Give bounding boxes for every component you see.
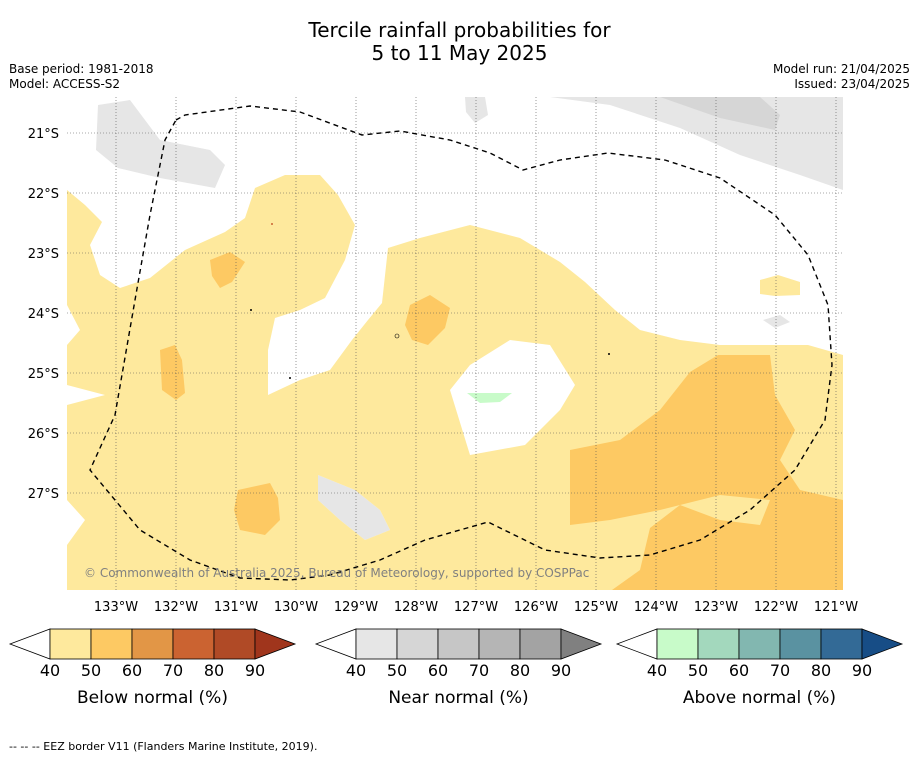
near-normal-region-small	[465, 97, 488, 123]
eez-border	[89, 105, 833, 581]
colorbar-segment	[437, 628, 480, 660]
lat-label: 27°S	[28, 487, 59, 502]
colorbar-tick: 70	[163, 661, 183, 680]
colorbar-tick: 60	[729, 661, 749, 680]
near-normal-region-nw	[96, 100, 225, 188]
meta-left: Base period: 1981-2018 Model: ACCESS-S2	[9, 62, 154, 92]
marker-dot	[608, 353, 610, 355]
colorbar-tick: 70	[770, 661, 790, 680]
colorbar-tick: 40	[647, 661, 667, 680]
below-normal-50-region-west	[210, 252, 245, 288]
base-period: Base period: 1981-2018	[9, 62, 154, 76]
colorbar-segment	[172, 628, 215, 660]
marker-ring	[394, 333, 400, 339]
longitude-labels: 133°W 132°W 131°W 130°W 129°W 128°W 127°…	[94, 600, 858, 615]
colorbar-extend-high	[560, 628, 603, 660]
model-run: Model run: 21/04/2025	[772, 62, 910, 76]
colorbar-extend-low	[615, 628, 658, 660]
colorbar-tick: 50	[81, 661, 101, 680]
latitude-labels: 21°S 22°S 23°S 24°S 25°S 26°S 27°S	[28, 127, 59, 502]
near-normal-region-east	[763, 315, 790, 328]
lat-label: 25°S	[28, 367, 59, 382]
lon-label: 123°W	[694, 600, 738, 615]
colorbar-tick: 70	[469, 661, 489, 680]
colorbar-segment	[478, 628, 521, 660]
colorbar-tick: 80	[811, 661, 831, 680]
colorbar-extend-high	[254, 628, 297, 660]
below-normal-50-region-south	[234, 483, 280, 535]
colorbar-tick: 90	[245, 661, 265, 680]
lon-label: 126°W	[514, 600, 558, 615]
title-line-2: 5 to 11 May 2025	[371, 41, 548, 65]
colorbar-2: 40 50 60 70 80 90 Above normal (%)	[615, 628, 904, 708]
lon-label: 131°W	[214, 600, 258, 615]
lat-label: 26°S	[28, 427, 59, 442]
lon-label: 127°W	[454, 600, 498, 615]
lon-label: 133°W	[94, 600, 138, 615]
colorbar-label: Near normal (%)	[388, 688, 528, 708]
colorbar-extend-low	[314, 628, 357, 660]
colorbar-tick: 60	[428, 661, 448, 680]
lon-label: 124°W	[634, 600, 678, 615]
lon-label: 128°W	[394, 600, 438, 615]
near-normal-region-ne-darker	[660, 97, 780, 130]
map-fill-layer	[67, 97, 843, 590]
lon-label: 129°W	[334, 600, 378, 615]
colorbar-segment	[49, 628, 92, 660]
colorbar-segment	[396, 628, 439, 660]
colorbar-label: Below normal (%)	[77, 688, 228, 708]
below-normal-50-region-southeast	[570, 355, 843, 590]
lat-label: 23°S	[28, 247, 59, 262]
near-normal-region-south	[318, 475, 390, 540]
marker-dot	[250, 309, 252, 311]
colorbar-tick: 60	[122, 661, 142, 680]
below-normal-50-region-left	[160, 345, 185, 400]
colorbar-extend-low	[8, 628, 51, 660]
colorbar-extend-high	[861, 628, 904, 660]
lat-label: 21°S	[28, 127, 59, 142]
graticule	[67, 97, 843, 590]
marker-dot	[271, 223, 273, 225]
lon-label: 130°W	[274, 600, 318, 615]
title-line-1: Tercile rainfall probabilities for	[308, 18, 611, 42]
colorbar-tick: 80	[510, 661, 530, 680]
colorbar-0: 40 50 60 70 80 90 Below normal (%)	[8, 628, 297, 708]
colorbar-segment	[820, 628, 863, 660]
colorbar-tick: 50	[387, 661, 407, 680]
colorbar-segment	[779, 628, 822, 660]
colorbar-1: 40 50 60 70 80 90 Near normal (%)	[314, 628, 603, 708]
above-normal-40-region	[467, 393, 512, 403]
issued-date: Issued: 23/04/2025	[794, 77, 910, 91]
map-title: Tercile rainfall probabilities for 5 to …	[0, 19, 919, 65]
marker-dot	[289, 377, 291, 379]
footnote: -- -- -- EEZ border V11 (Flanders Marine…	[9, 740, 318, 753]
below-normal-40-region-east	[760, 275, 800, 296]
colorbar-tick: 90	[551, 661, 571, 680]
model-name: Model: ACCESS-S2	[9, 77, 121, 91]
colorbar-segment	[355, 628, 398, 660]
copyright-text: © Commonwealth of Australia 2025, Bureau…	[84, 566, 589, 580]
lat-label: 24°S	[28, 307, 59, 322]
colorbars: 40 50 60 70 80 90 Below normal (%) 40 50 60 70 80 90…	[8, 628, 904, 708]
colorbar-label: Above normal (%)	[683, 688, 836, 708]
colorbar-segment	[697, 628, 740, 660]
lon-label: 125°W	[574, 600, 618, 615]
colorbar-segment	[131, 628, 174, 660]
colorbar-segment	[656, 628, 699, 660]
colorbar-tick: 90	[852, 661, 872, 680]
colorbar-tick: 40	[40, 661, 60, 680]
lon-label: 132°W	[154, 600, 198, 615]
colorbar-segment	[738, 628, 781, 660]
lon-label: 122°W	[754, 600, 798, 615]
colorbar-tick: 50	[688, 661, 708, 680]
colorbar-tick: 80	[204, 661, 224, 680]
lat-label: 22°S	[28, 187, 59, 202]
colorbar-tick: 40	[346, 661, 366, 680]
colorbar-segment	[90, 628, 133, 660]
meta-right: Model run: 21/04/2025 Issued: 23/04/2025	[773, 62, 910, 92]
lon-label: 121°W	[814, 600, 858, 615]
colorbar-segment	[213, 628, 256, 660]
colorbar-segment	[519, 628, 562, 660]
